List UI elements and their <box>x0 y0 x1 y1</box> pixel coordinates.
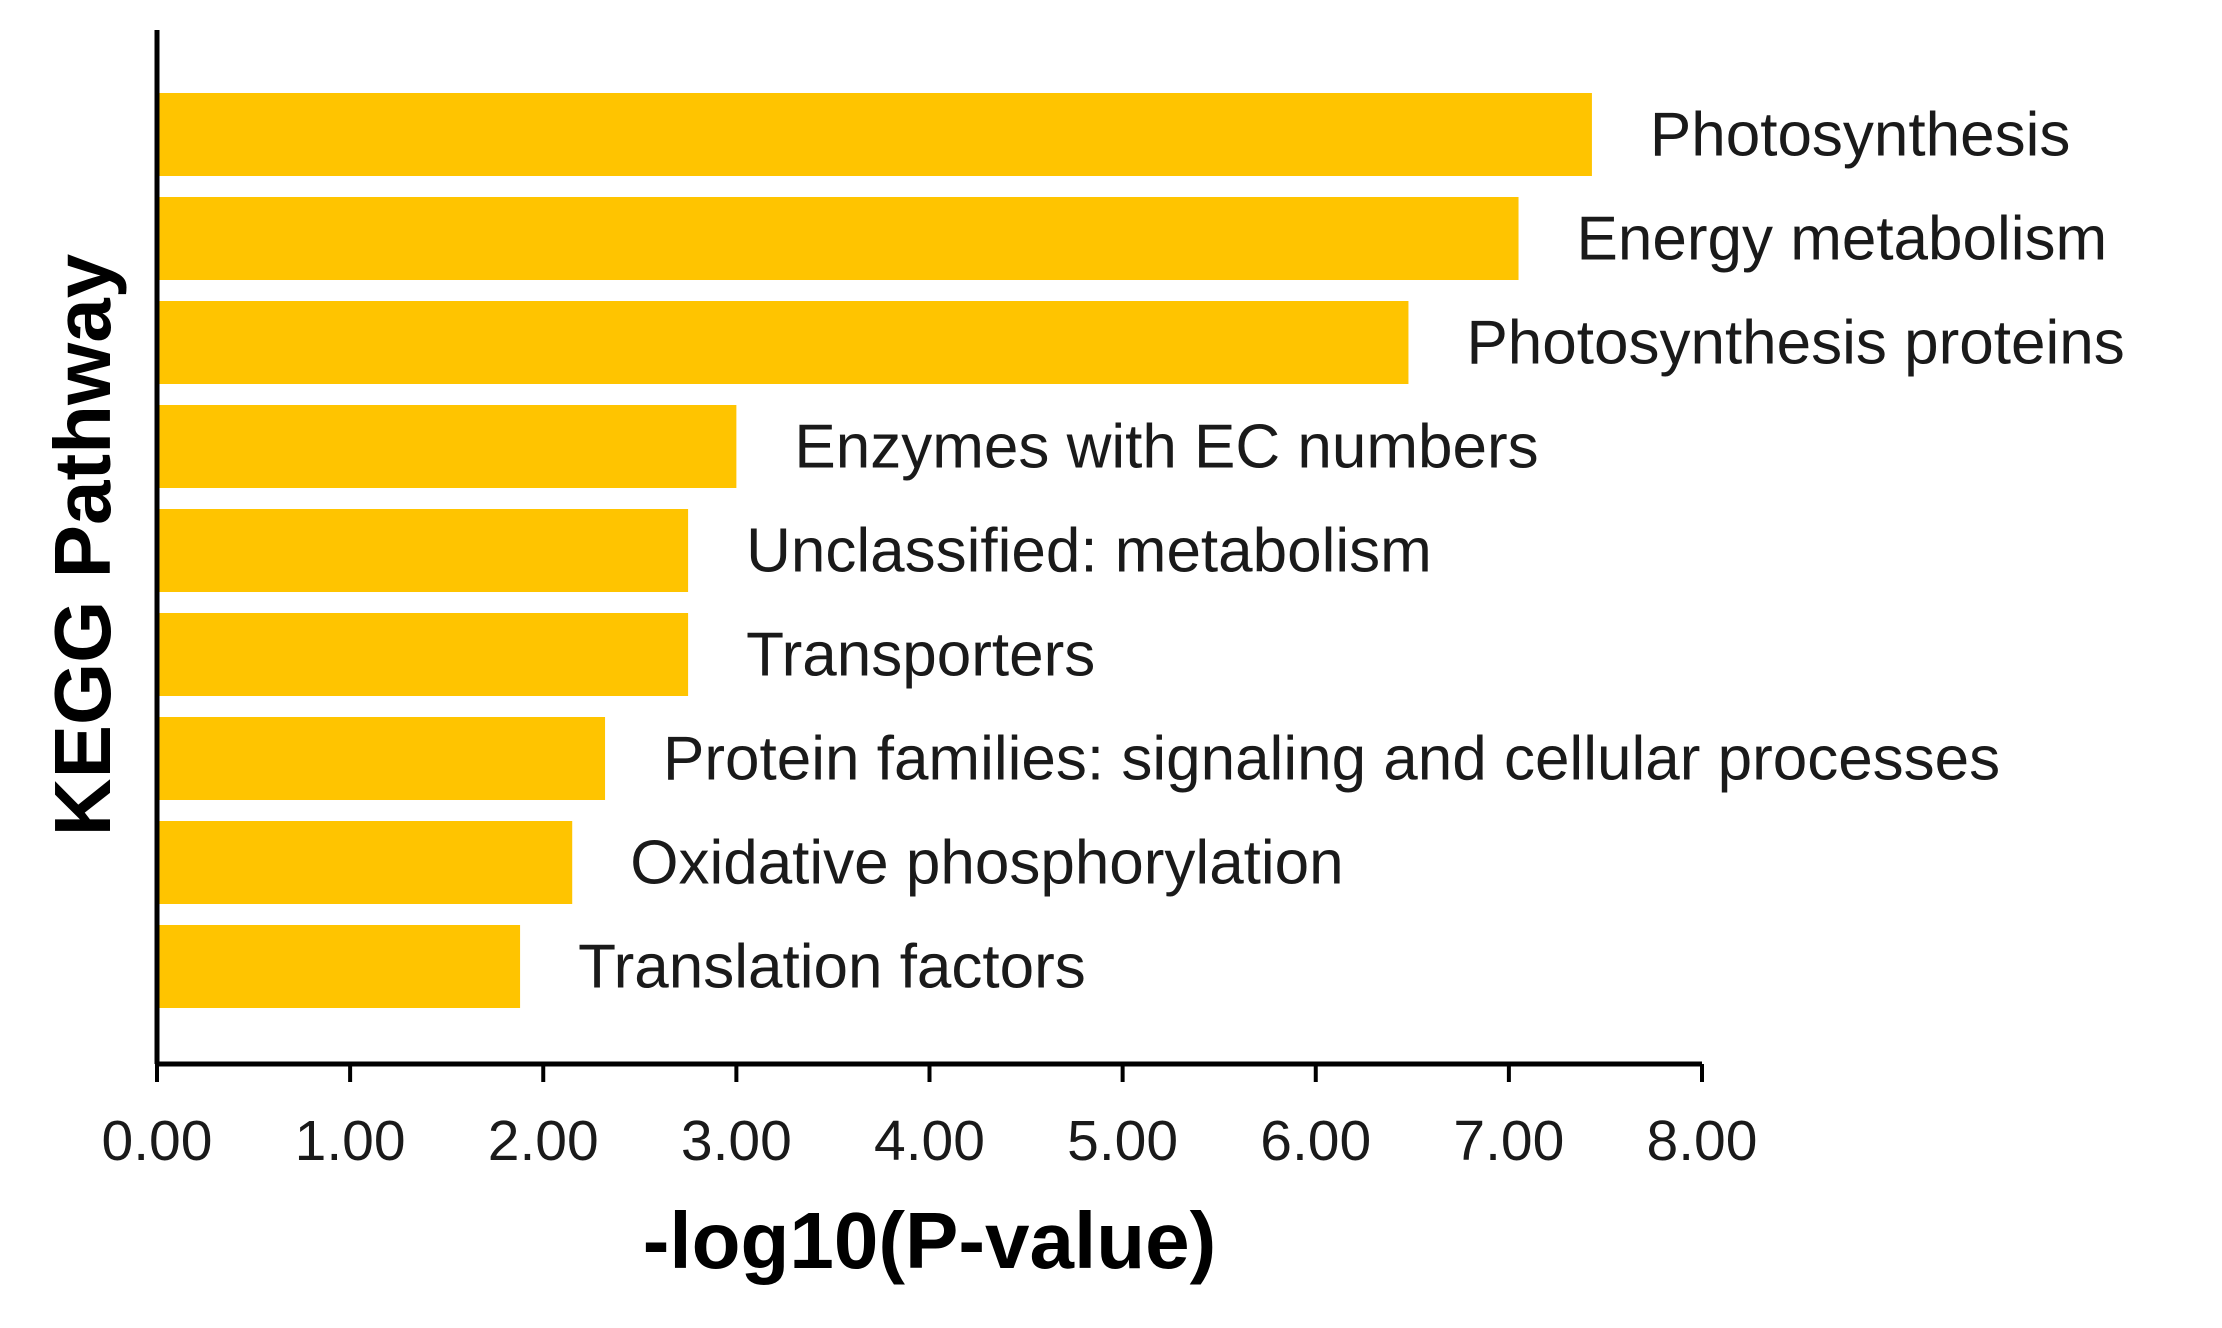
bar <box>157 509 689 592</box>
x-ticks-group: 0.00 1.00 2.00 3.00 4.00 5.00 6.00 7.00 8.00 <box>102 1064 1758 1173</box>
x-tick-label: 7.00 <box>1453 1109 1564 1173</box>
category-label: Unclassified: metabolism <box>746 517 1432 586</box>
bar <box>157 301 1409 384</box>
category-label: Protein families: signaling and cellular… <box>663 725 2000 794</box>
bar <box>157 405 737 488</box>
x-tick-label: 8.00 <box>1647 1109 1758 1173</box>
bar <box>157 197 1519 280</box>
category-label: Oxidative phosphorylation <box>630 829 1343 898</box>
x-tick-label: 4.00 <box>874 1109 985 1173</box>
category-label: Enzymes with EC numbers <box>794 413 1538 482</box>
bar <box>157 93 1592 176</box>
category-label: Translation factors <box>578 933 1086 1002</box>
x-tick-label: 6.00 <box>1260 1109 1371 1173</box>
x-tick-label: 0.00 <box>102 1109 213 1173</box>
bar <box>157 613 689 696</box>
category-label: Photosynthesis <box>1650 101 2070 170</box>
category-label: Transporters <box>746 621 1095 690</box>
category-labels-group: Photosynthesis Energy metabolism Photosynt… <box>578 101 2125 1002</box>
x-tick-label: 5.00 <box>1067 1109 1178 1173</box>
x-tick-label: 3.00 <box>681 1109 792 1173</box>
category-label: Photosynthesis proteins <box>1466 309 2124 378</box>
x-tick-label: 2.00 <box>488 1109 599 1173</box>
x-axis-title: -log10(P-value) <box>643 1196 1216 1285</box>
bars-group <box>157 93 1592 1008</box>
bar <box>157 925 521 1008</box>
category-label: Energy metabolism <box>1577 205 2108 274</box>
bar <box>157 821 573 904</box>
bar <box>157 717 606 800</box>
x-tick-label: 1.00 <box>295 1109 406 1173</box>
y-axis-title: KEGG Pathway <box>38 253 127 836</box>
